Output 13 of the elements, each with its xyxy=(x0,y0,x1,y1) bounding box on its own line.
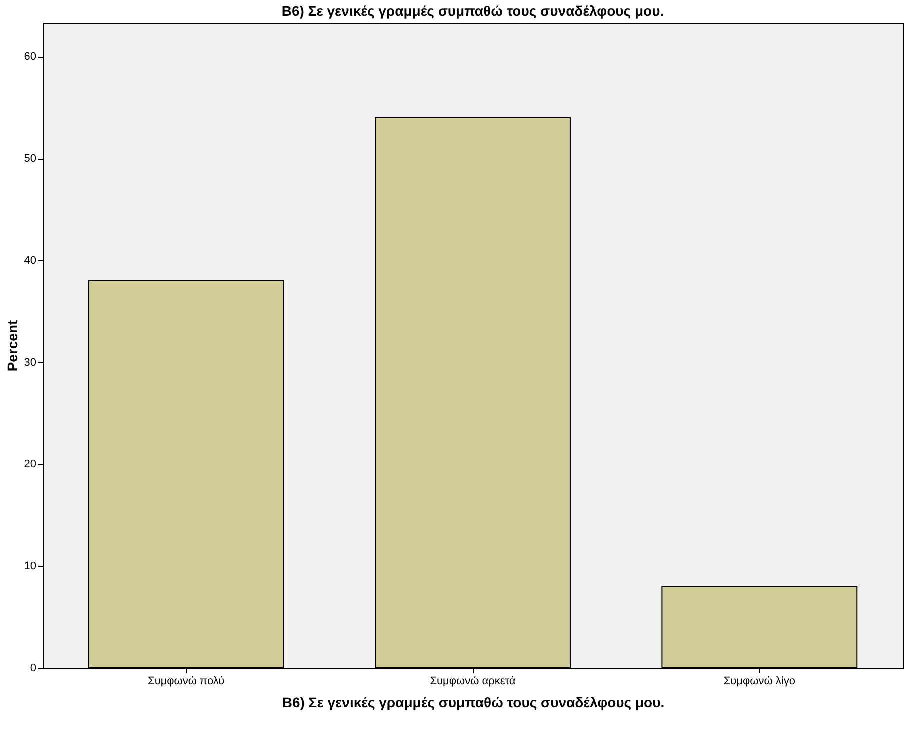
y-tick-label: 10 xyxy=(24,560,36,573)
x-tick-label: Συμφωνώ αρκετά xyxy=(430,676,516,688)
x-tick-label: Συμφωνώ πολύ xyxy=(148,676,225,688)
y-tick-label: 60 xyxy=(24,51,36,64)
x-axis-title: B6) Σε γενικές γραμμές συμπαθώ τους συναδέλφους μου. xyxy=(282,694,665,710)
y-tick-label: 40 xyxy=(24,254,36,267)
x-tick-label: Συμφωνώ λίγο xyxy=(724,676,796,688)
y-tick-label: 0 xyxy=(30,662,36,674)
y-tick-label: 50 xyxy=(24,153,36,166)
y-tick-label: 20 xyxy=(24,458,36,471)
y-tick-label: 30 xyxy=(24,356,36,369)
chart-title: B6) Σε γενικές γραμμές συμπαθώ τους συναδέλφους μου. xyxy=(282,3,664,19)
y-axis-title: Percent xyxy=(4,320,20,372)
